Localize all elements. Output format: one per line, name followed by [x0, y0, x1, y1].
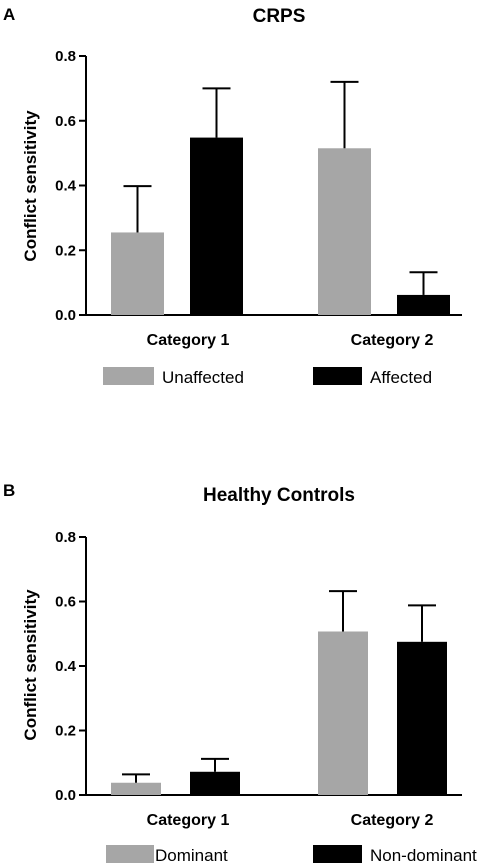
- legend-label: Non-dominant: [370, 846, 477, 864]
- bar: [318, 631, 368, 795]
- legend: Unaffected Affected: [103, 367, 432, 387]
- panel-letter: A: [3, 5, 15, 24]
- y-tick-label: 0.6: [55, 594, 76, 611]
- y-tick-label: 0.0: [55, 307, 76, 324]
- bar: [397, 641, 447, 795]
- bar: [111, 782, 161, 795]
- legend-swatch: [313, 845, 362, 863]
- x-tick-label: Category 1: [147, 332, 230, 349]
- x-tick-label: Category 2: [351, 332, 434, 349]
- y-axis-label: Conflict sensitivity: [21, 589, 40, 741]
- bar: [318, 148, 371, 315]
- panel-b: B Healthy Controls Conflict sensitivity …: [3, 481, 477, 864]
- panel-a: A CRPS Conflict sensitivity 0.0 0.2 0.4 0.6…: [3, 5, 462, 387]
- y-tick-label: 0.2: [55, 242, 76, 259]
- y-tick-label: 0.6: [55, 113, 76, 130]
- legend-label: Dominant: [155, 846, 228, 864]
- bar: [111, 232, 164, 315]
- plot-area: 0.0 0.2 0.4 0.6 0.8 Category 1 Category 2: [55, 529, 462, 829]
- y-tick-label: 0.4: [55, 658, 77, 675]
- legend-swatch: [106, 845, 154, 863]
- legend-label: Affected: [370, 368, 432, 387]
- y-tick-label: 0.2: [55, 723, 76, 740]
- legend-swatch: [313, 367, 362, 385]
- bar: [190, 137, 243, 315]
- bar: [190, 771, 240, 795]
- chart-title: Healthy Controls: [203, 485, 355, 506]
- panel-letter: B: [3, 481, 15, 500]
- bar: [397, 294, 450, 315]
- legend: Dominant Non-dominant: [106, 845, 477, 864]
- y-tick-label: 0.0: [55, 787, 76, 804]
- y-tick-label: 0.8: [55, 529, 76, 546]
- y-tick-label: 0.8: [55, 48, 76, 65]
- plot-area: 0.0 0.2 0.4 0.6 0.8 Category 1 Category 2: [55, 48, 462, 349]
- y-axis-label: Conflict sensitivity: [21, 110, 40, 262]
- y-tick-label: 0.4: [55, 178, 77, 195]
- x-tick-label: Category 1: [147, 812, 230, 829]
- chart-title: CRPS: [253, 6, 306, 27]
- legend-swatch: [103, 367, 154, 385]
- legend-label: Unaffected: [162, 368, 244, 387]
- x-tick-label: Category 2: [351, 812, 434, 829]
